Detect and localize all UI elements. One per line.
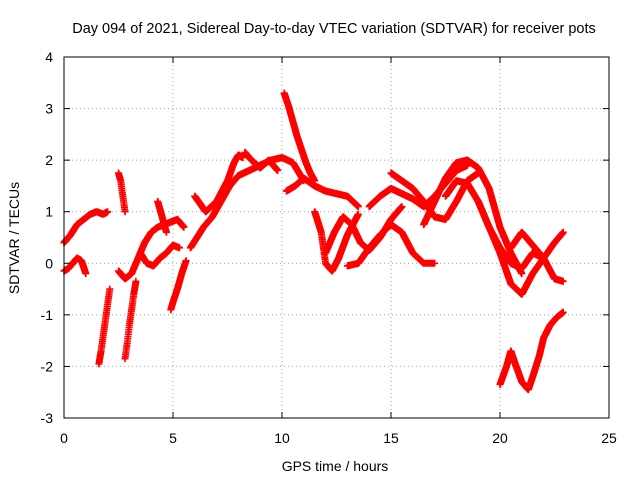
plus-markers: [60, 208, 112, 247]
plus-markers: [60, 254, 90, 278]
series-track-t: [420, 156, 526, 278]
plus-markers: [241, 148, 282, 174]
series-track-h: [154, 197, 170, 236]
x-tick-label: 15: [383, 430, 399, 446]
y-tick-label: 0: [45, 255, 53, 271]
plus-markers: [420, 156, 526, 278]
plus-markers: [121, 277, 140, 363]
series-track-x: [496, 308, 567, 394]
series-track-j: [186, 154, 308, 252]
series-track-q: [343, 221, 439, 270]
series-track-n: [282, 174, 362, 211]
y-tick-label: -1: [41, 307, 54, 323]
series-track-b: [60, 254, 90, 278]
data-points: [60, 89, 567, 394]
chart-title: Day 094 of 2021, Sidereal Day-to-day VTE…: [72, 21, 596, 37]
series-track-d: [115, 169, 129, 216]
plot-frame: [63, 56, 610, 419]
plus-markers: [136, 241, 183, 270]
axis-ticks: 0 5 10 15 20 25 -3 -2 -1 0 1 2 3 4: [41, 49, 617, 446]
x-tick-label: 5: [169, 430, 177, 446]
series-track-w: [507, 228, 567, 262]
series-track-m: [280, 89, 319, 185]
plus-markers: [280, 89, 319, 185]
plus-markers: [191, 151, 247, 216]
plus-markers: [186, 154, 308, 252]
y-tick-label: 4: [45, 49, 53, 65]
series-track-e: [121, 277, 140, 363]
plus-markers: [154, 197, 170, 236]
x-tick-label: 20: [492, 430, 508, 446]
plus-markers: [507, 228, 567, 262]
y-tick-label: 1: [45, 204, 53, 220]
plus-markers: [282, 174, 362, 211]
series-track-g: [136, 241, 183, 270]
series-track-c: [95, 285, 114, 368]
y-tick-label: 3: [45, 101, 53, 117]
plus-markers: [115, 169, 129, 216]
series-track-k: [191, 151, 247, 216]
plus-markers: [343, 221, 439, 270]
y-axis-label: SDTVAR / TECUs: [6, 182, 22, 294]
y-tick-label: 2: [45, 152, 53, 168]
y-tick-label: -3: [41, 410, 54, 426]
series-track-l: [241, 148, 282, 174]
series-track-i: [167, 257, 190, 314]
plus-markers: [167, 257, 190, 314]
series-track-a: [60, 208, 112, 247]
plus-markers: [496, 308, 567, 394]
x-tick-label: 10: [274, 430, 290, 446]
x-tick-label: 0: [60, 430, 68, 446]
x-tick-label: 25: [601, 430, 617, 446]
y-tick-label: -2: [41, 358, 54, 374]
plus-markers: [95, 285, 114, 368]
x-axis-label: GPS time / hours: [282, 458, 389, 474]
